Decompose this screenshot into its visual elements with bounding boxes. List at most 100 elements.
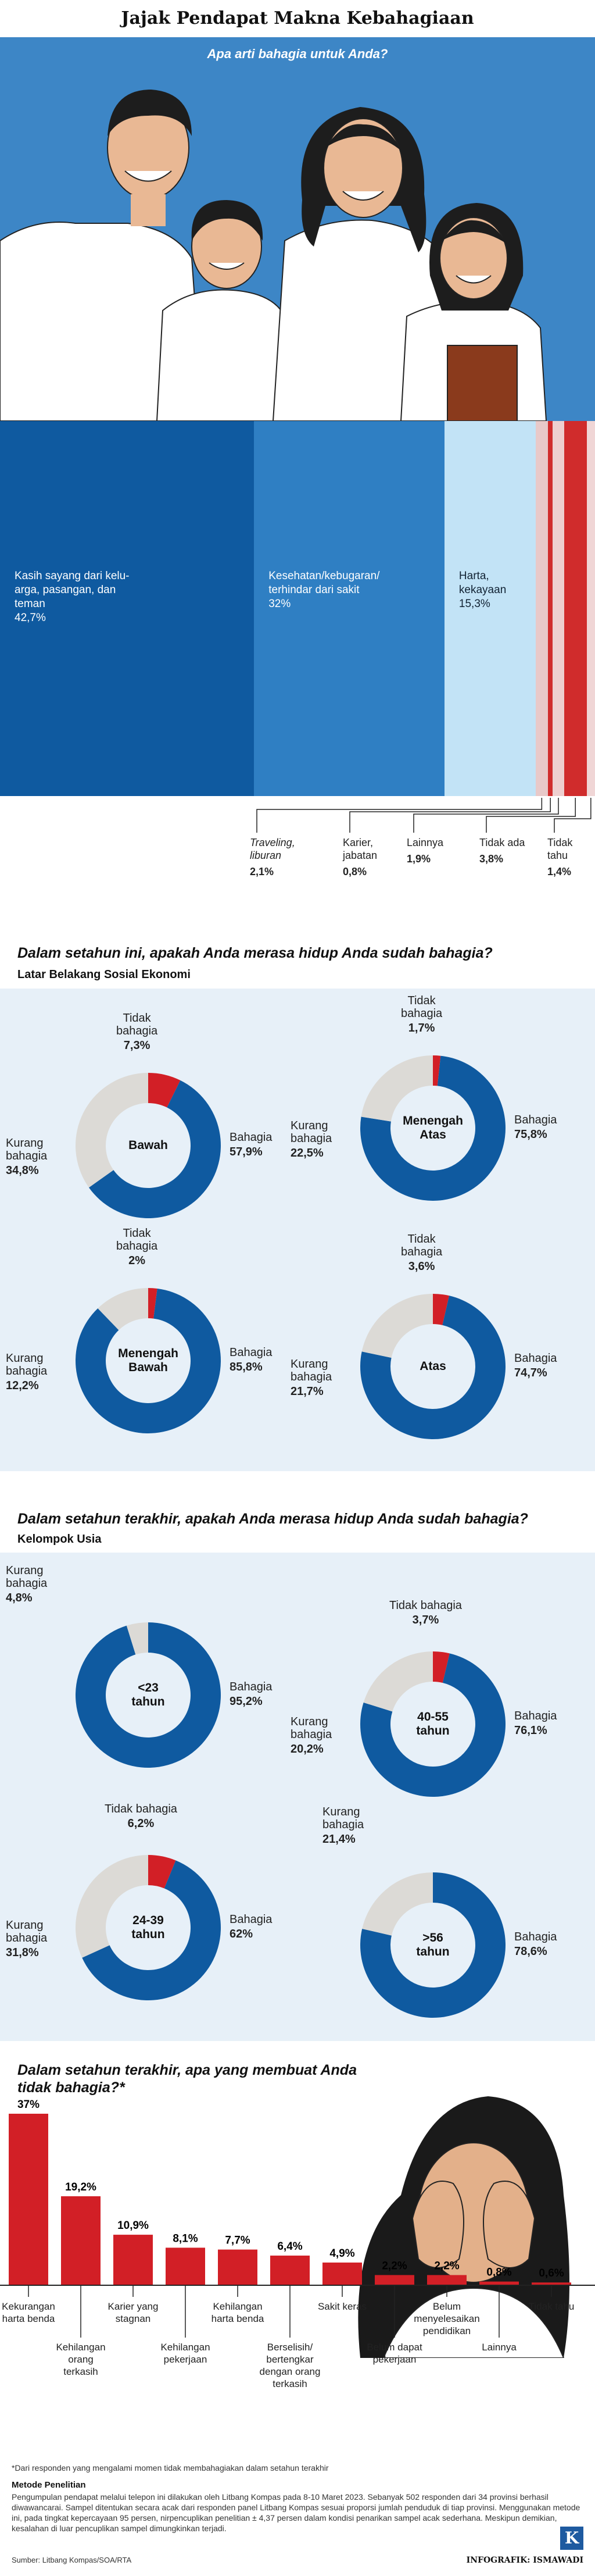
unhappy-bar-5 <box>270 2255 310 2285</box>
age-bahagia-3: Bahagia 78,6% <box>514 1931 557 1958</box>
unhappy-bar-label-7: Belum dapat pekerjaan <box>367 2342 422 2365</box>
method-title: Metode Penelitian <box>12 2480 86 2490</box>
q1-strip-chart: Kasih sayang dari kelu- arga, pasangan, … <box>0 421 595 796</box>
unhappy-bar-9 <box>479 2281 519 2285</box>
unhappy-bar-label-3: Kehilangan pekerjaan <box>160 2342 210 2365</box>
q1-small-label-2: Lainnya 1,9% <box>407 837 444 865</box>
q1-strip-label-1: Kesehatan/kebugaran/ terhindar dari saki… <box>268 570 380 610</box>
age-center-3: >56 tahun <box>416 1931 450 1958</box>
age-center-2: 24-39 tahun <box>131 1914 165 1941</box>
subtitle-age: Kelompok Usia <box>17 1533 102 1546</box>
unhappy-bar-label-8: Belum menyelesaikan pendidikan <box>414 2301 479 2336</box>
question-2: Dalam setahun ini, apakah Anda merasa hi… <box>17 945 493 961</box>
age-kurang-2: Kurang bahagia 31,8% <box>6 1919 48 1959</box>
socio-donut-0 <box>75 1073 221 1218</box>
socio-donut-3-segment-0 <box>433 1294 450 1325</box>
age-donut-1-segment-2 <box>363 1651 433 1712</box>
unhappy-bar-label-6: Sakit keras <box>318 2301 367 2312</box>
socio-center-0: Bawah <box>128 1139 168 1152</box>
sad-woman-illustration <box>358 2096 569 2358</box>
socio-donut-0-segment-1 <box>88 1080 221 1218</box>
q1-connector-4 <box>554 798 592 833</box>
unhappy-bar-value-9: 0,8% <box>486 2267 511 2279</box>
age-kurang-0: Kurang bahagia 4,8% <box>6 1564 48 1604</box>
q1-small-label-0: Traveling, liburan 2,1% <box>250 837 295 877</box>
unhappy-bar-3 <box>166 2247 205 2285</box>
socio-center-1: Menengah Atas <box>403 1114 463 1141</box>
age-donut-1-segment-1 <box>360 1653 506 1797</box>
boy-figure <box>156 200 292 421</box>
kompas-logo: K <box>560 2527 583 2550</box>
socio-center-3: Atas <box>420 1360 446 1373</box>
unhappy-bar-value-2: 10,9% <box>117 2220 149 2232</box>
unhappy-bar-chart: 37% Kekurangan harta benda 19,2% Kehilangan o… <box>0 2099 595 2389</box>
unhappy-bar-value-3: 8,1% <box>173 2232 198 2245</box>
q1-small-label-4: Tidak tahu 1,4% <box>547 837 573 877</box>
socio-donut-3 <box>360 1294 506 1439</box>
age-donut-1-segment-0 <box>433 1651 450 1683</box>
question-3: Dalam setahun terakhir, apakah Anda mera… <box>17 1511 528 1527</box>
hero-illustration-section: Apa arti bahagia untuk Anda? <box>0 37 595 799</box>
unhappy-bar-value-10: 0,6% <box>539 2267 564 2279</box>
age-donut-0 <box>76 1622 221 1768</box>
socio-donut-3-segment-1 <box>360 1296 506 1439</box>
q1-strip-4 <box>548 421 553 796</box>
q1-strip-label-0: Kasih sayang dari kelu- arga, pasangan, … <box>15 570 130 624</box>
unhappy-bar-6 <box>322 2262 362 2285</box>
age-tidak-2: Tidak bahagia 6,2% <box>105 1803 177 1830</box>
q1-connector-3 <box>486 798 576 833</box>
age-kurang-1: Kurang bahagia 20,2% <box>291 1715 332 1756</box>
socio-donut-1-segment-2 <box>361 1055 433 1122</box>
q1-connector-2 <box>413 798 559 833</box>
age-donut-3-segment-2 <box>362 1872 433 1936</box>
q1-small-labels: Traveling, liburan 2,1% Karier, jabatan 0,8… <box>0 798 595 912</box>
socio-tidak-3: Tidak bahagia 3,6% <box>401 1233 443 1273</box>
q1-strip-0: Kasih sayang dari kelu- arga, pasangan, … <box>0 421 255 796</box>
unhappy-bar-4 <box>218 2249 257 2285</box>
father-figure <box>0 90 205 421</box>
unhappy-bar-0 <box>9 2114 48 2285</box>
socio-panel: Bawah Bahagia 57,9% Kurang bahagia 34,8% Tida… <box>0 989 595 1471</box>
age-bahagia-1: Bahagia 76,1% <box>514 1710 557 1737</box>
mother-figure <box>272 107 442 421</box>
socio-tidak-1: Tidak bahagia 1,7% <box>401 994 443 1034</box>
q1-connector-1 <box>349 798 551 833</box>
source: Sumber: Litbang Kompas/SOA/RTA <box>12 2556 132 2564</box>
socio-kurang-1: Kurang bahagia 22,5% <box>291 1119 332 1159</box>
age-bahagia-2: Bahagia 62% <box>230 1913 273 1940</box>
age-bahagia-0: Bahagia 95,2% <box>230 1681 273 1708</box>
socio-donut-0-segment-0 <box>148 1073 181 1108</box>
socio-donut-2-segment-1 <box>76 1288 221 1433</box>
socio-kurang-2: Kurang bahagia 12,2% <box>6 1352 48 1392</box>
unhappy-bar-label-0: Kekurangan harta benda <box>2 2301 55 2324</box>
unhappy-bar-value-5: 6,4% <box>277 2240 302 2253</box>
unhappy-bar-value-7: 2,2% <box>382 2260 407 2272</box>
age-donut-2-segment-2 <box>76 1855 148 1958</box>
socio-tidak-0: Tidak bahagia 7,3% <box>116 1012 158 1052</box>
unhappy-bar-1 <box>61 2196 101 2285</box>
age-center-1: 40-55 tahun <box>416 1710 450 1737</box>
unhappy-bar-value-4: 7,7% <box>225 2235 250 2247</box>
age-panel: <23 tahun Bahagia 95,2% Kurang bahagia 4,8% 4… <box>0 1553 595 2041</box>
age-donut-3-segment-1 <box>360 1872 506 2018</box>
unhappy-bar-label-4: Kehilangan harta benda <box>212 2301 264 2324</box>
age-donut-3 <box>360 1872 506 2018</box>
age-donut-1 <box>360 1651 506 1797</box>
socio-center-2: Menengah Bawah <box>118 1347 178 1374</box>
unhappy-bar-value-1: 19,2% <box>65 2181 96 2193</box>
unhappy-bar-label-1: Kehilangan orang terkasih <box>56 2342 105 2377</box>
q1-strip-label-2: Harta, kekayaan 15,3% <box>458 570 507 610</box>
socio-kurang-3: Kurang bahagia 21,7% <box>291 1358 332 1398</box>
socio-kurang-0: Kurang bahagia 34,8% <box>6 1137 48 1177</box>
age-donut-0-segment-1 <box>76 1622 221 1768</box>
socio-donut-2-segment-0 <box>148 1288 157 1319</box>
socio-donut-1 <box>360 1055 506 1201</box>
unhappy-bar-2 <box>113 2235 153 2285</box>
socio-donut-2 <box>76 1288 221 1433</box>
unhappy-bar-label-2: Karier yang stagnan <box>108 2301 159 2324</box>
age-donut-0-segment-2 <box>126 1622 148 1655</box>
socio-tidak-2: Tidak bahagia 2% <box>116 1227 158 1267</box>
socio-donut-2-segment-2 <box>98 1288 148 1330</box>
age-kurang-3: Kurang bahagia 21,4% <box>322 1806 364 1846</box>
age-tidak-1: Tidak bahagia 3,7% <box>389 1599 462 1626</box>
